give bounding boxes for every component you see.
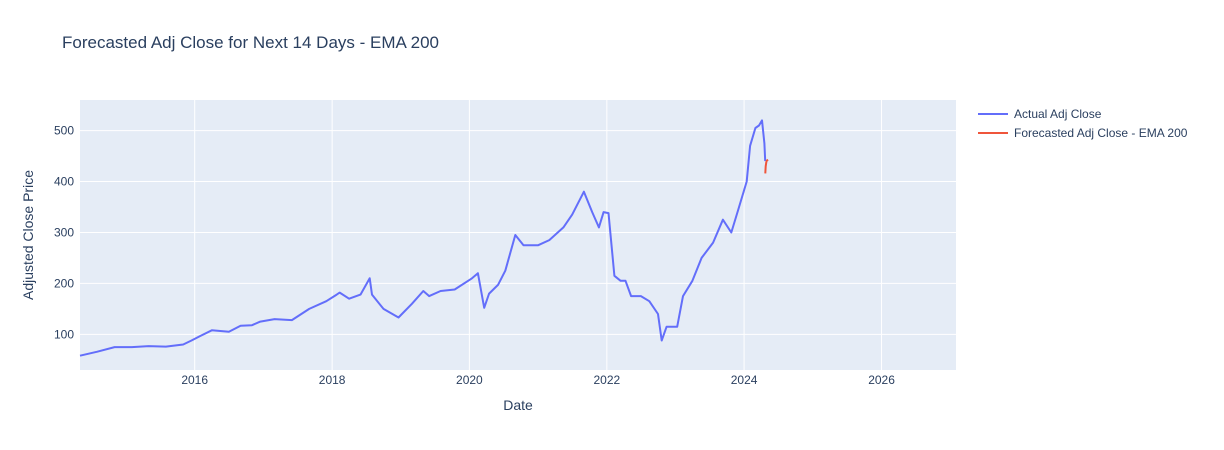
x-tick-label: 2018 (319, 373, 346, 387)
series-line-forecast (764, 158, 769, 174)
x-tick-label: 2016 (181, 373, 208, 387)
grid-lines (80, 100, 956, 370)
legend-label-actual: Actual Adj Close (1014, 106, 1102, 121)
chart-title: Forecasted Adj Close for Next 14 Days - … (62, 33, 440, 52)
x-tick-label: 2022 (593, 373, 620, 387)
y-axis-label: Adjusted Close Price (20, 170, 36, 300)
series-lines (79, 119, 769, 357)
legend-swatch-actual (978, 112, 1008, 115)
y-tick-label: 100 (54, 327, 74, 341)
legend-item-forecast[interactable]: Forecasted Adj Close - EMA 200 (978, 123, 1187, 142)
plot-area (80, 100, 956, 370)
legend-label-forecast: Forecasted Adj Close - EMA 200 (1014, 125, 1188, 140)
x-tick-label: 2026 (868, 373, 895, 387)
legend: Actual Adj Close Forecasted Adj Close - … (978, 104, 1187, 142)
legend-swatch-forecast (978, 131, 1008, 134)
y-tick-label: 200 (54, 276, 74, 290)
x-axis-label: Date (503, 397, 533, 413)
y-tick-label: 500 (54, 124, 74, 138)
y-tick-label: 300 (54, 225, 74, 239)
y-tick-label: 400 (54, 175, 74, 189)
tick-labels: 100 200 300 400 500 2016 2018 2020 2022 2024 2026 (54, 124, 895, 387)
x-tick-label: 2024 (731, 373, 758, 387)
series-line-actual (79, 119, 767, 357)
legend-item-actual[interactable]: Actual Adj Close (978, 104, 1187, 123)
x-tick-label: 2020 (456, 373, 483, 387)
